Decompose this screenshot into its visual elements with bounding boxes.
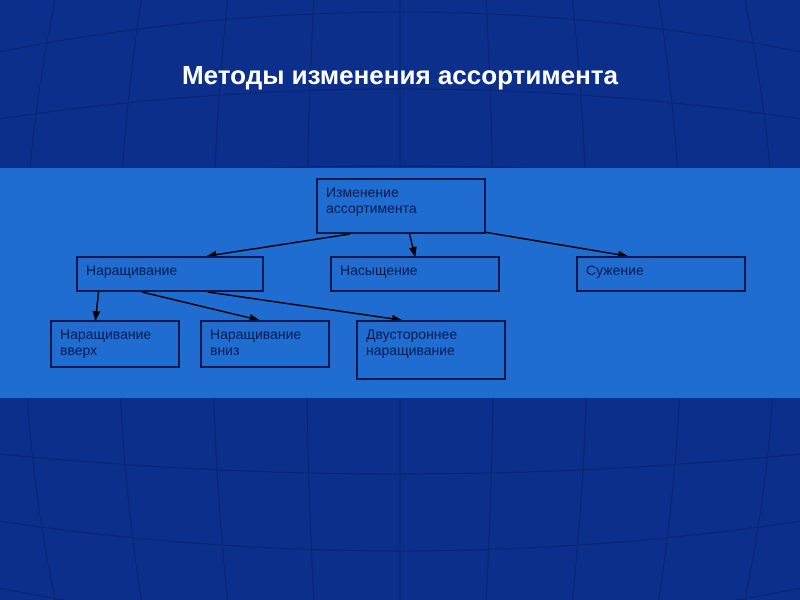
diagram-edge	[208, 234, 350, 256]
diagram-edge	[208, 292, 401, 320]
diagram-node-label: Двустороннее наращивание	[366, 326, 496, 358]
diagram-node-label: Сужение	[586, 262, 644, 278]
diagram-node-label: Наращивание	[86, 262, 177, 278]
slide-stage: Методы изменения ассортимента Изменение …	[0, 0, 800, 600]
diagram-edge	[410, 234, 416, 256]
diagram-node-root: Изменение ассортимента	[316, 178, 486, 234]
diagram-node-label: Наращивание вверх	[60, 326, 170, 358]
diagram-node-label: Насыщение	[340, 262, 417, 278]
diagram-node-up: Наращивание вверх	[50, 320, 180, 368]
diagram-node-down: Наращивание вниз	[200, 320, 330, 368]
diagram-arrows	[0, 0, 800, 600]
diagram-node-label: Изменение ассортимента	[326, 184, 476, 216]
diagram-node-both: Двустороннее наращивание	[356, 320, 506, 380]
diagram-edge	[469, 230, 627, 256]
diagram-node-narrow: Сужение	[576, 256, 746, 292]
diagram-node-grow: Наращивание	[76, 256, 264, 292]
diagram-node-sat: Насыщение	[330, 256, 500, 292]
diagram-edge	[96, 292, 99, 320]
diagram-node-label: Наращивание вниз	[210, 326, 320, 358]
